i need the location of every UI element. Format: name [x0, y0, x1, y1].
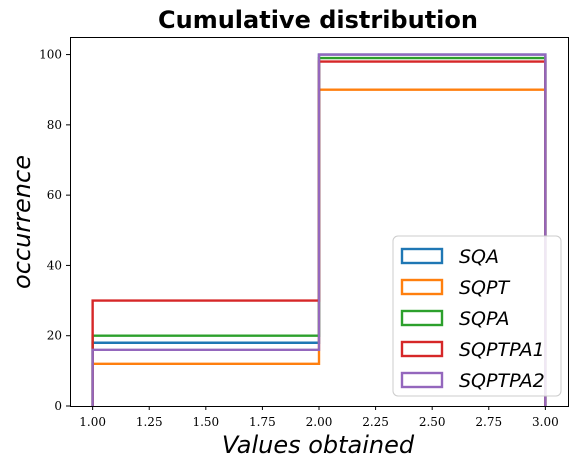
- legend-label-sqpt: SQPT: [459, 277, 510, 299]
- y-tick-label: 60: [47, 188, 62, 202]
- series-layer: [91, 53, 547, 406]
- legend-swatch-sqptpa2: [400, 371, 444, 389]
- x-tick-label: 1.75: [249, 415, 276, 429]
- legend-swatch-sqa: [400, 247, 444, 265]
- y-tick-label: 20: [47, 329, 62, 343]
- chart-title: Cumulative distribution: [158, 6, 478, 34]
- legend-swatch-sqptpa1: [400, 340, 444, 358]
- legend-label-sqptpa2: SQPTPA2: [459, 370, 545, 392]
- y-tick-label: 0: [54, 399, 62, 413]
- legend-label-sqptpa1: SQPTPA1: [459, 339, 545, 361]
- x-tick-label: 1.25: [136, 415, 163, 429]
- y-tick-label: 40: [47, 258, 62, 272]
- legend-label-sqpa: SQPA: [459, 308, 510, 330]
- x-tick-label: 2.50: [419, 415, 446, 429]
- y-tick-label: 80: [47, 118, 62, 132]
- legend: SQA SQPT SQPA SQPTPA1 SQPTPA2: [392, 235, 562, 397]
- legend-swatch-sqpt: [400, 278, 444, 296]
- x-tick-label: 1.50: [192, 415, 219, 429]
- y-tick-label: 100: [39, 48, 62, 62]
- series-sqptpa2-line: [91, 53, 547, 406]
- x-tick-label: 1.00: [79, 415, 106, 429]
- x-tick-label: 2.00: [306, 415, 333, 429]
- x-tick-label: 2.75: [475, 415, 502, 429]
- x-tick-label: 3.00: [532, 415, 559, 429]
- legend-swatch-sqpa: [400, 309, 444, 327]
- x-axis-label: Values obtained: [222, 431, 415, 459]
- y-axis-label: occurrence: [8, 155, 36, 289]
- x-axis-ticks: 1.00 1.25 1.50 1.75 2.00 2.25 2.50 2.75 3.00: [79, 406, 559, 429]
- x-tick-label: 2.25: [362, 415, 389, 429]
- y-axis-ticks: 0 20 40 60 80 100: [39, 48, 70, 413]
- legend-label-sqa: SQA: [459, 246, 499, 268]
